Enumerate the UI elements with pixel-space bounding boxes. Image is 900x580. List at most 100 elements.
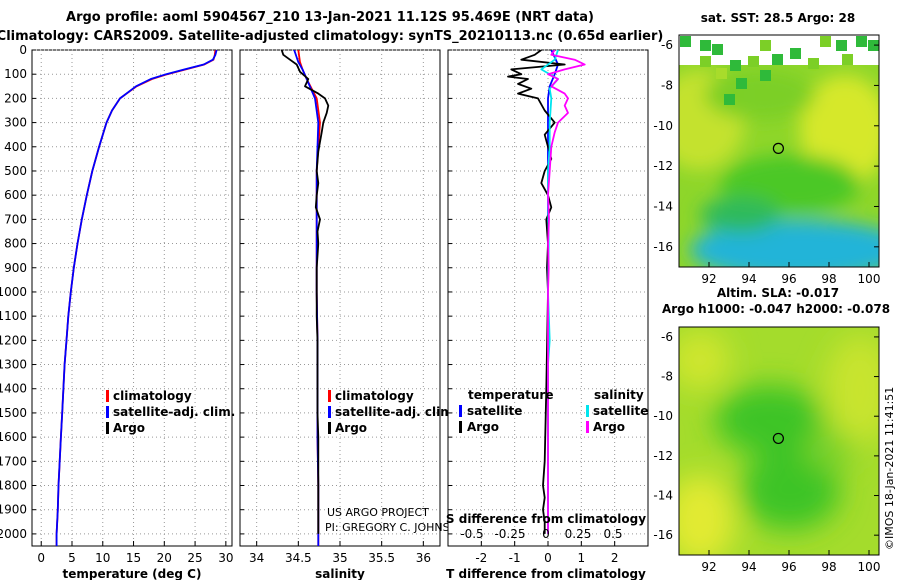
sst-teal-patch <box>700 197 780 233</box>
x-tick-label: 25 <box>187 551 202 565</box>
sst-data-block <box>700 40 711 51</box>
sst-green-patch <box>705 70 815 120</box>
x-tick-label: 34.5 <box>285 551 312 565</box>
sst-data-block <box>760 40 771 51</box>
sst-smooth-field <box>679 70 879 267</box>
x-tick-label: 15 <box>126 551 141 565</box>
imos-watermark: ©IMOS 18-Jan-2021 11:41:51 <box>883 387 896 550</box>
sst-data-block <box>820 36 831 47</box>
map-x-tick-label: 94 <box>741 272 756 286</box>
x-tick-label: 34 <box>249 551 264 565</box>
sla-map-ticks: 92 94 96 98 100 -6 -8 -10 -12 -14 -16 <box>653 330 880 574</box>
depth-tick-label: 1300 <box>0 358 27 372</box>
salinity-grid <box>240 49 440 546</box>
depth-tick-label: 200 <box>4 91 27 105</box>
map-y-tick-label: -6 <box>661 330 673 344</box>
legend-climatology-swatch <box>106 390 109 402</box>
sla-map-field <box>679 327 879 555</box>
sla-map-title2: Argo h1000: -0.047 h2000: -0.078 <box>662 302 890 316</box>
x-tick-label: -1 <box>509 551 521 565</box>
sst-data-block <box>842 54 853 65</box>
depth-tick-label: 1800 <box>0 479 27 493</box>
sst-data-block <box>808 58 819 69</box>
sst-data-blocks <box>680 36 879 105</box>
sla-low-south <box>740 450 840 530</box>
x-tick-label: 20 <box>157 551 172 565</box>
difference-panel: -2 -1 0 1 2 T difference from climatology S … <box>446 49 649 580</box>
sst-data-block <box>712 44 723 55</box>
legend3-sat-temp-swatch <box>459 405 462 417</box>
sst-data-block <box>730 60 741 71</box>
secondary-tick-label: 0.5 <box>603 527 622 541</box>
difference-secondary-ticks: -0.5 -0.25 0 0.25 0.5 <box>460 527 622 541</box>
map-x-tick-label: 100 <box>858 272 881 286</box>
map-x-tick-label: 98 <box>821 272 836 286</box>
figure-title-line1: Argo profile: aoml 5904567_210 13-Jan-20… <box>66 10 594 25</box>
temperature-x-ticks: 0 5 10 15 20 25 30 <box>37 541 233 565</box>
salinity-lines <box>280 50 330 546</box>
series-satellite-adj-clim <box>55 50 218 546</box>
x-tick-label: 36 <box>416 551 431 565</box>
x-tick-label: 5 <box>68 551 76 565</box>
sla-high-southwest <box>679 475 735 555</box>
depth-tick-label: 800 <box>4 237 27 251</box>
temperature-grid <box>32 49 232 546</box>
sla-map-frame <box>678 326 880 556</box>
temperature-plot-frame <box>31 49 233 547</box>
map-y-tick-label: -6 <box>661 38 673 52</box>
temperature-lines <box>55 50 218 546</box>
secondary-tick-label: 0.25 <box>565 527 592 541</box>
sla-smooth-field <box>679 330 879 555</box>
legend2-argo-swatch <box>328 422 331 434</box>
sla-float-marker <box>772 432 785 445</box>
salinity-x-label: salinity <box>315 567 365 580</box>
series-argo <box>280 50 330 534</box>
map-x-tick-label: 92 <box>701 560 716 574</box>
secondary-tick-label: 0 <box>542 527 550 541</box>
depth-tick-label: 1500 <box>0 406 27 420</box>
sst-map-frame <box>678 34 880 268</box>
map-y-tick-label: -12 <box>653 159 673 173</box>
legend-argo-label: Argo <box>113 421 145 435</box>
legend3-argo-sal-label: Argo <box>593 420 625 434</box>
legend2-climatology-swatch <box>328 390 331 402</box>
sst-data-block <box>680 36 691 47</box>
difference-x-ticks: -2 -1 0 1 2 <box>475 541 618 565</box>
x-tick-label: 0 <box>544 551 552 565</box>
x-tick-label: 10 <box>95 551 110 565</box>
depth-tick-label: 1600 <box>0 430 27 444</box>
legend3-argo-sal-swatch <box>586 421 589 433</box>
series-argo-salinity <box>547 50 586 534</box>
legend3-argo-temp-swatch <box>459 421 462 433</box>
x-tick-label: 1 <box>578 551 586 565</box>
sst-data-block <box>772 54 783 65</box>
sla-map: Altim. SLA: -0.017 Argo h1000: -0.047 h2… <box>653 286 890 574</box>
map-y-tick-label: -8 <box>661 78 673 92</box>
depth-tick-label: 1200 <box>0 333 27 347</box>
map-x-tick-label: 92 <box>701 272 716 286</box>
legend-satellite-swatch <box>106 406 109 418</box>
legend3-sat-sal-swatch <box>586 405 589 417</box>
sst-data-block <box>736 78 747 89</box>
depth-tick-label: 2000 <box>0 527 27 541</box>
legend2-satellite-label: satellite-adj. clim. <box>335 405 457 419</box>
temperature-x-label: temperature (deg C) <box>63 567 202 580</box>
map-y-tick-label: -10 <box>653 119 673 133</box>
legend-argo-swatch <box>106 422 109 434</box>
x-tick-label: 2 <box>611 551 619 565</box>
sst-data-block <box>856 36 867 47</box>
depth-tick-label: 300 <box>4 116 27 130</box>
depth-tick-label: 400 <box>4 140 27 154</box>
sst-data-block <box>724 94 735 105</box>
depth-tick-label: 0 <box>19 43 27 57</box>
difference-x-label: T difference from climatology <box>446 567 646 580</box>
depth-tick-label: 900 <box>4 261 27 275</box>
map-y-tick-label: -12 <box>653 449 673 463</box>
sla-high-east <box>825 335 879 445</box>
map-y-tick-label: -14 <box>653 489 673 503</box>
map-x-tick-label: 96 <box>781 560 796 574</box>
sla-low-center <box>715 385 825 455</box>
legend3-argo-temp-label: Argo <box>467 420 499 434</box>
sst-data-block <box>760 70 771 81</box>
depth-tick-label: 100 <box>4 67 27 81</box>
